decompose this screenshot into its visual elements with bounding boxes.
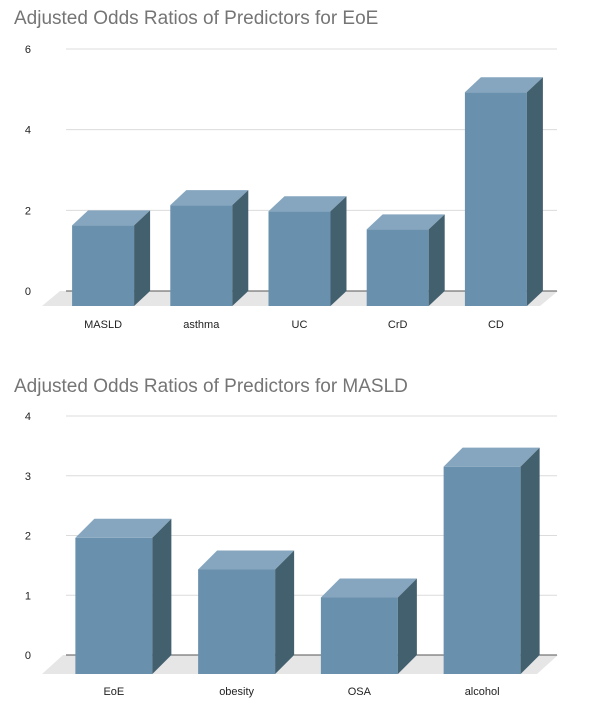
bar-top-face: [443, 447, 540, 467]
bar-alcohol: [443, 447, 540, 674]
bar-front-face: [75, 537, 153, 674]
bar-front-face: [170, 205, 233, 306]
bar-uc: [268, 196, 347, 306]
bar-osa: [320, 578, 417, 674]
bar-front-face: [366, 229, 429, 306]
bar-side-face: [330, 196, 347, 306]
bar-front-face: [72, 225, 135, 306]
x-category-label: obesity: [219, 686, 254, 698]
y-tick-label: 0: [25, 650, 31, 662]
x-category-label: EoE: [103, 686, 124, 698]
x-category-label: alcohol: [465, 686, 500, 698]
y-tick-label: 4: [25, 411, 31, 423]
chart-floor: [42, 655, 558, 674]
bar-crd: [366, 214, 445, 306]
y-tick-label: 6: [25, 44, 31, 56]
bar-front-face: [443, 466, 521, 674]
bar-top-face: [464, 77, 543, 93]
bar-top-face: [268, 196, 347, 212]
x-category-label: asthma: [183, 319, 220, 331]
bar-asthma: [170, 190, 249, 306]
bar-side-face: [520, 447, 540, 674]
bar-obesity: [198, 550, 295, 674]
bar-side-face: [152, 518, 172, 674]
bar-front-face: [268, 211, 331, 306]
bar-side-face: [232, 190, 249, 306]
bar-front-face: [320, 597, 398, 674]
x-category-label: OSA: [348, 686, 372, 698]
bar-side-face: [428, 214, 445, 306]
y-tick-label: 4: [25, 125, 31, 137]
x-category-label: MASLD: [84, 319, 122, 331]
bar-eoe: [75, 518, 172, 674]
bar-cd: [464, 77, 543, 306]
chart-plot-area: 0 1 2 3 4 EoE obesity OSA alcohol: [25, 411, 558, 698]
bar-side-face: [275, 550, 295, 674]
bar-side-face: [526, 77, 543, 306]
bar-side-face: [397, 578, 417, 674]
bar-side-face: [134, 210, 151, 306]
chart-plot-area: 0 2 4 6 MASLD asthma UC CrD CD: [25, 44, 558, 331]
chart-title: Adjusted Odds Ratios of Predictors for M…: [14, 376, 408, 397]
y-tick-label: 1: [25, 590, 31, 602]
masld-predictors-chart: Adjusted Odds Ratios of Predictors for M…: [0, 368, 590, 728]
bar-top-face: [366, 214, 445, 230]
x-category-label: CrD: [388, 319, 408, 331]
bar-masld: [72, 210, 151, 306]
eoe-predictors-chart: Adjusted Odds Ratios of Predictors for E…: [0, 0, 590, 350]
x-category-label: UC: [292, 319, 308, 331]
bar-top-face: [75, 518, 172, 538]
bar-front-face: [464, 92, 527, 306]
chart-title: Adjusted Odds Ratios of Predictors for E…: [14, 8, 379, 29]
y-tick-label: 2: [25, 531, 31, 543]
bar-top-face: [72, 210, 151, 226]
y-tick-label: 0: [25, 286, 31, 298]
y-tick-label: 2: [25, 205, 31, 217]
bar-top-face: [170, 190, 249, 206]
x-category-label: CD: [488, 319, 504, 331]
bar-top-face: [198, 550, 295, 570]
y-tick-label: 3: [25, 471, 31, 483]
bar-top-face: [320, 578, 417, 598]
bar-front-face: [198, 569, 276, 674]
